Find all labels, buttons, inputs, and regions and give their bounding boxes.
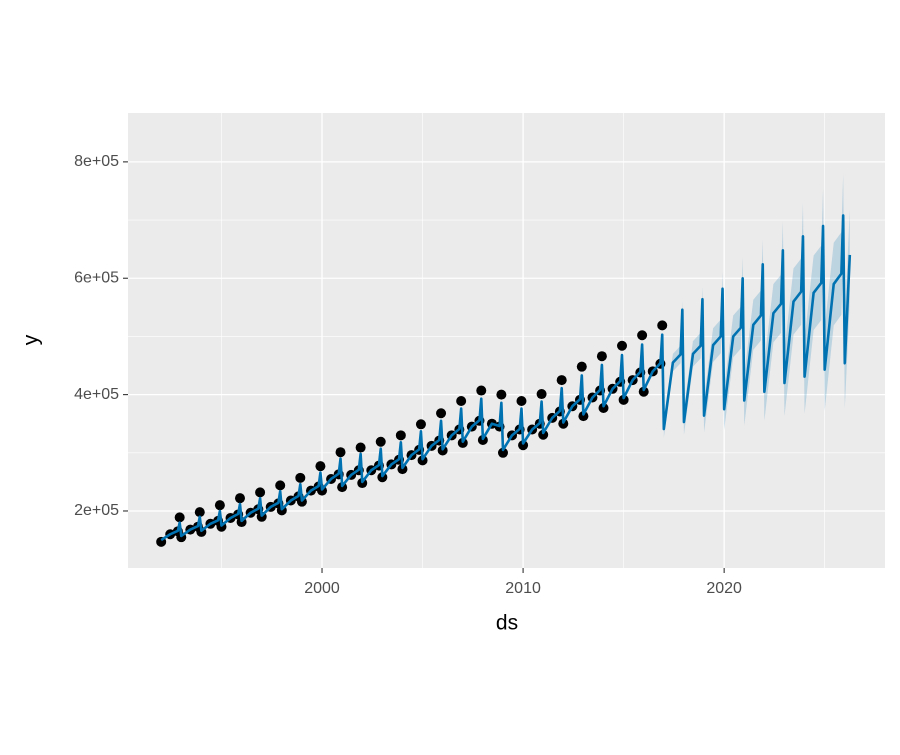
observed-point <box>578 411 589 422</box>
observed-point <box>657 320 668 331</box>
observed-point <box>315 461 326 472</box>
observed-point <box>516 396 527 407</box>
y-tick-label: 8e+05 <box>74 153 119 170</box>
observed-point <box>275 480 286 491</box>
observed-point <box>638 386 649 397</box>
observed-point <box>496 389 507 400</box>
observed-point <box>456 396 467 407</box>
forecast-line <box>160 214 852 542</box>
observed-point <box>335 447 346 458</box>
observed-point <box>598 402 609 413</box>
observed-point <box>538 429 549 440</box>
observed-point <box>255 487 266 498</box>
observed-point <box>497 447 508 458</box>
observed-point <box>375 436 386 447</box>
observed-point <box>295 472 306 483</box>
x-axis-title: ds <box>496 612 518 635</box>
x-tick-label: 2010 <box>505 580 541 597</box>
observed-point <box>214 500 225 511</box>
y-tick-label: 4e+05 <box>74 386 119 403</box>
observed-point <box>355 442 366 453</box>
observed-point <box>618 394 629 405</box>
observed-point <box>556 375 567 386</box>
observed-point <box>395 430 406 441</box>
observed-point <box>194 507 205 518</box>
observed-point <box>174 512 185 523</box>
y-tick-label: 6e+05 <box>74 269 119 286</box>
x-tick-label: 2000 <box>304 580 340 597</box>
y-axis-title: y <box>20 334 43 345</box>
observed-point <box>234 493 245 504</box>
observed-point <box>596 351 607 362</box>
x-tick-label: 2020 <box>706 580 742 597</box>
y-tick-label: 2e+05 <box>74 502 119 519</box>
observed-point <box>637 330 648 341</box>
observed-point <box>617 340 628 351</box>
observed-point <box>536 389 547 400</box>
observed-point <box>476 385 487 396</box>
observed-point <box>436 408 447 419</box>
observed-point <box>576 361 587 372</box>
observed-point <box>415 419 426 430</box>
observed-point <box>518 440 529 451</box>
panel <box>128 113 885 568</box>
